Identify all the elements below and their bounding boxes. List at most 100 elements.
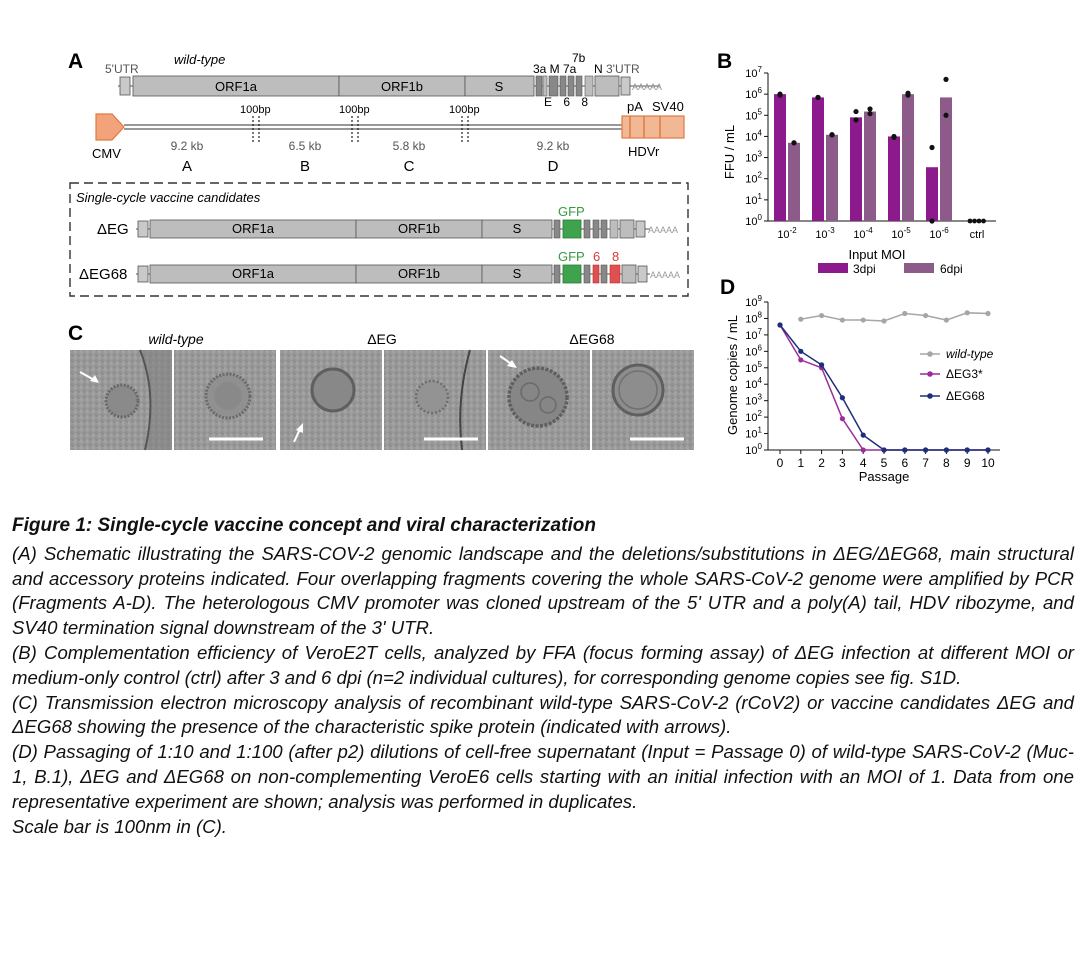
candidate-deg-genome: ORF1a ORF1b S AAAAA (136, 219, 678, 239)
series-point-ΔEG68 (902, 447, 908, 453)
caption-scale: Scale bar is 100nm in (C). (12, 815, 227, 837)
data-point (791, 140, 797, 146)
fragment-size-c: 5.8 kb (393, 139, 426, 153)
sv40-label: SV40 (652, 99, 684, 114)
panel-d-legend: wild-type ΔEG3* ΔEG68 (920, 347, 994, 403)
em-image-deg-1 (280, 350, 382, 450)
series-point-ΔEG3* (839, 416, 846, 422)
series-point-wild-type (839, 317, 846, 323)
orf7b-label: 7b (572, 51, 586, 65)
x-tick-label: 6 (901, 456, 908, 470)
legend-3dpi-label: 3dpi (853, 262, 876, 276)
data-point (891, 134, 897, 140)
series-point-ΔEG3* (798, 357, 804, 363)
bp-label-2: 100bp (339, 104, 370, 116)
fragment-size-d: 9.2 kb (537, 139, 570, 153)
series-point-wild-type (881, 318, 887, 324)
s-box (464, 75, 535, 97)
series-point-wild-type (902, 310, 908, 317)
panel-b-xlabel: Input MOI (848, 247, 905, 262)
gfp-insert-2 (562, 264, 582, 284)
series-point-ΔEG68 (777, 322, 783, 328)
series-point-wild-type (985, 310, 991, 317)
cand2-orf1a-label: ORF1a (232, 266, 275, 281)
series-point-ΔEG68 (860, 432, 866, 438)
legend-wild-type: wild-type (946, 347, 994, 361)
caption-b: (B) Complementation efficiency of VeroE2… (12, 641, 1074, 688)
cand2-del6-label: 6 (593, 249, 600, 264)
polya-wt: AAAAA (632, 82, 662, 92)
cand1-s-label: S (513, 221, 522, 236)
bar-6dpi (864, 111, 876, 221)
fragment-name-c: C (404, 158, 415, 175)
em-image-wt-1 (70, 349, 172, 451)
bar-6dpi (902, 94, 914, 221)
series-line-ΔEG68 (779, 324, 988, 451)
cand1-label: ΔEG (97, 221, 129, 238)
fragment-name-b: B (300, 158, 310, 175)
y-tick-label: 109 (745, 294, 762, 309)
panel-d-ylabel: Genome copies / mL (725, 315, 740, 435)
y-tick-label: 107 (745, 327, 762, 342)
x-tick-label: 7 (922, 456, 929, 470)
x-tick-label: 4 (860, 456, 867, 470)
bar-3dpi (888, 136, 900, 221)
panel-c: C wild-type ΔEG ΔEG68 (68, 322, 694, 451)
x-tick-label: 10-3 (815, 226, 835, 241)
series-point-wild-type (923, 312, 929, 319)
utr5-label: 5'UTR (105, 62, 139, 76)
x-tick-label: 8 (943, 456, 950, 470)
panel-b-chart: 100 101 102 103 104 105 106 107 10-2 10-3 10-4 10-5… (745, 65, 996, 241)
series-point-wild-type (964, 310, 970, 316)
caption-a: (A) Schematic illustrating the SARS-COV-… (12, 542, 1074, 639)
x-tick-label: 10-4 (853, 226, 873, 241)
ctrl-point (976, 218, 982, 224)
cand2-label: ΔEG68 (79, 266, 127, 283)
spike-arrow-icon (79, 371, 99, 383)
em-label-deg68: ΔEG68 (569, 331, 614, 347)
y-tick-label: 105 (745, 107, 762, 122)
orf1a-label: ORF1a (215, 79, 258, 94)
series-point-wild-type (798, 316, 804, 322)
em-image-deg-2 (384, 349, 486, 451)
series-point-ΔEG68 (839, 395, 846, 401)
x-tick-label: 3 (839, 456, 846, 470)
terminator-cassette (621, 115, 685, 139)
data-point (867, 106, 873, 112)
caption-d: (D) Passaging of 1:10 and 1:100 (after p… (12, 741, 1074, 812)
legend-deg3: ΔEG3* (946, 367, 983, 381)
caption-title: Figure 1: Single-cycle vaccine concept a… (12, 515, 596, 536)
hdvr-label: HDVr (628, 144, 660, 159)
ctrl-point (967, 218, 973, 224)
panel-d-xlabel: Passage (859, 469, 910, 484)
y-tick-label: 103 (745, 393, 762, 408)
candidates-title: Single-cycle vaccine candidates (76, 190, 261, 205)
panel-a: A wild-type 5'UTR ORF1a ORF1b S AAAAA 3a… (68, 50, 689, 297)
series-point-ΔEG3* (860, 447, 866, 453)
bar-6dpi (788, 142, 800, 221)
data-point (867, 111, 873, 117)
bar-3dpi (850, 117, 862, 221)
series-point-ΔEG68 (819, 362, 825, 368)
panel-c-letter: C (68, 322, 83, 345)
s-label: S (495, 79, 504, 94)
data-point (815, 94, 821, 101)
orf1b-label: ORF1b (381, 79, 423, 94)
candidates-box (69, 182, 689, 297)
data-point (777, 92, 783, 98)
panel-b-letter: B (717, 50, 732, 73)
cand2-gfp-label: GFP (558, 249, 585, 264)
fragment-name-a: A (182, 158, 192, 175)
figure-caption: Figure 1: Single-cycle vaccine concept a… (12, 514, 1074, 839)
bar-3dpi (812, 97, 824, 221)
y-tick-label: 105 (745, 360, 762, 375)
series-point-ΔEG68 (964, 447, 970, 453)
y-tick-label: 102 (745, 171, 762, 186)
em-image-deg68-1 (488, 350, 590, 450)
legend-deg68: ΔEG68 (946, 389, 985, 403)
accessory-bottom-label: E 6 8 (544, 95, 588, 109)
cand2-s-label: S (513, 266, 522, 281)
data-point (929, 218, 935, 224)
y-tick-label: 108 (745, 310, 762, 325)
